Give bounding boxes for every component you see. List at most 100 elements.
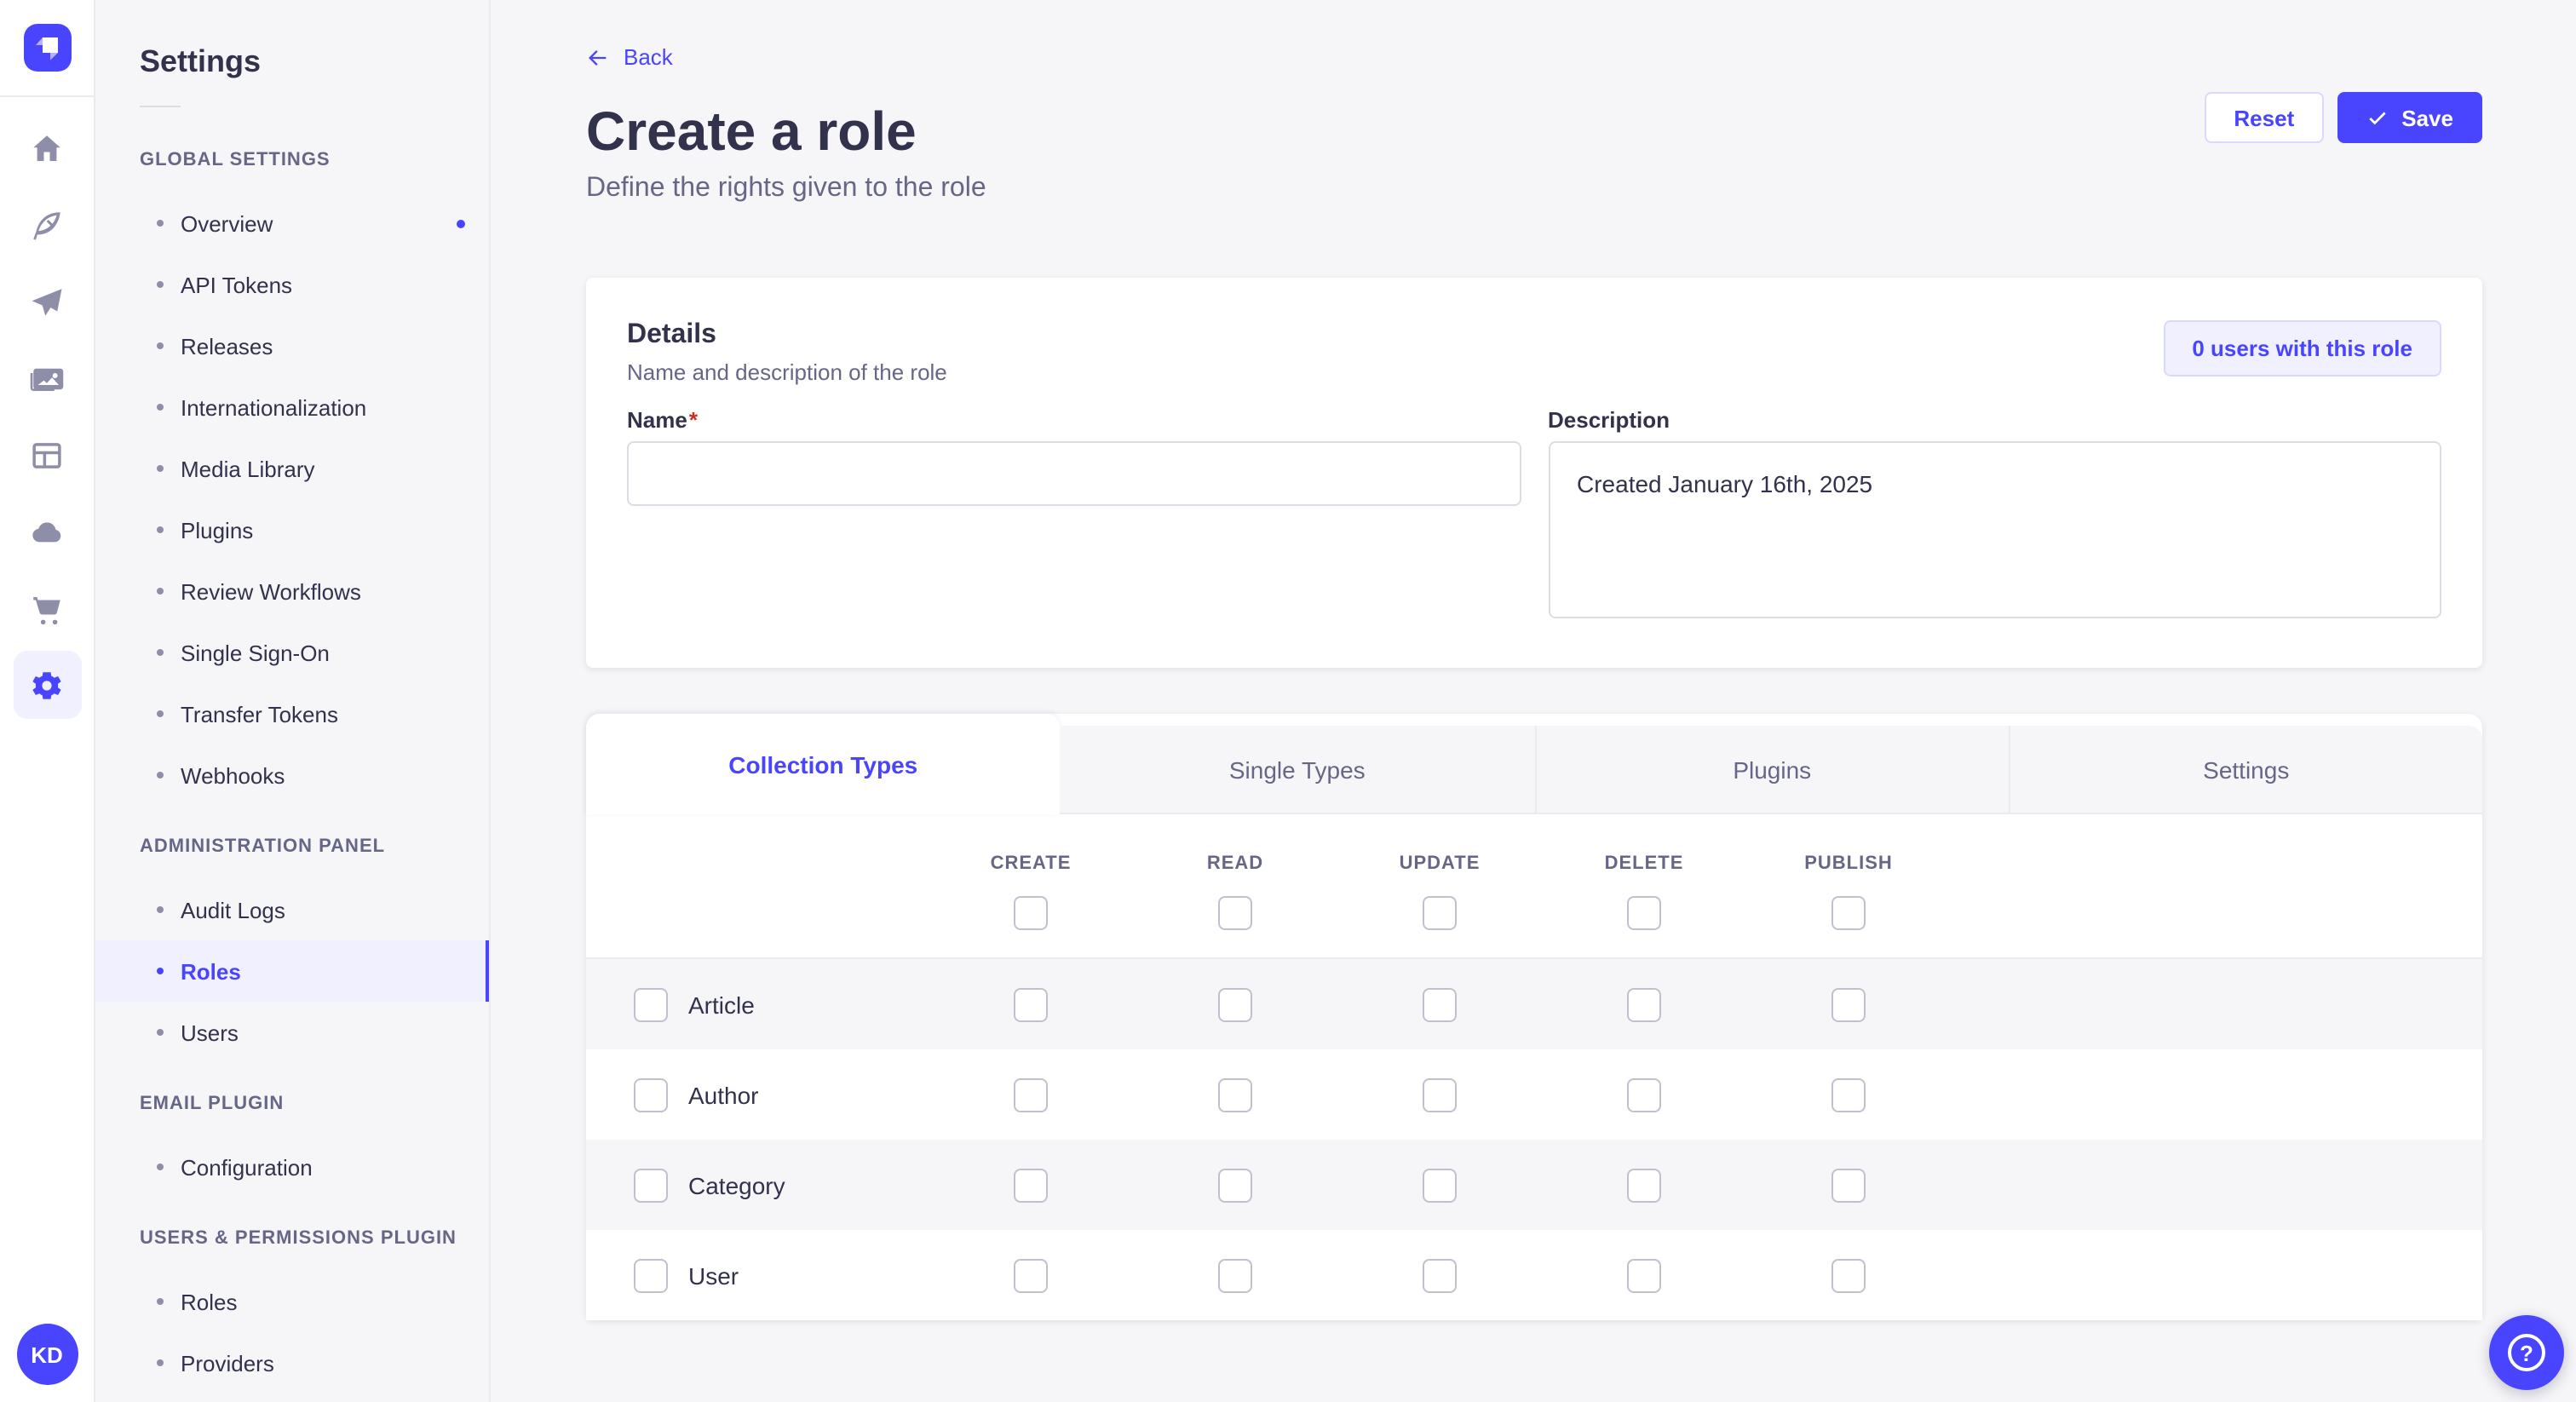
author-delete-checkbox[interactable]	[1627, 1077, 1661, 1112]
sidebar-item-single-sign-on[interactable]: Single Sign-On	[95, 622, 489, 683]
article-delete-checkbox[interactable]	[1627, 987, 1661, 1021]
sidebar-item-api-tokens[interactable]: API Tokens	[95, 254, 489, 315]
sidebar-item-roles[interactable]: Roles	[95, 940, 489, 1002]
author-read-checkbox[interactable]	[1218, 1077, 1252, 1112]
column-update: UPDATE	[1337, 852, 1542, 930]
table-row-author: Author	[586, 1049, 2482, 1140]
sidebar-item-releases[interactable]: Releases	[95, 315, 489, 376]
tab-settings[interactable]: Settings	[2008, 714, 2482, 814]
gear-icon	[32, 671, 61, 698]
permissions-table-header: CREATE READ UPDATE DELETE PUBLISH	[586, 814, 2482, 959]
bullet-icon	[157, 1359, 164, 1366]
tab-collection-types[interactable]: Collection Types	[586, 714, 1061, 814]
bullet-icon	[157, 649, 164, 656]
users-with-role-badge[interactable]: 0 users with this role	[2163, 320, 2441, 376]
row-select-checkbox[interactable]	[634, 1077, 668, 1112]
sidebar-item-users[interactable]: Users	[95, 1002, 489, 1063]
rail-item-cloud[interactable]	[13, 497, 81, 566]
tab-single-types[interactable]: Single Types	[1060, 714, 1534, 814]
article-create-checkbox[interactable]	[1014, 987, 1048, 1021]
table-row-article: Article	[586, 959, 2482, 1049]
user-read-checkbox[interactable]	[1218, 1258, 1252, 1292]
arrow-left-icon	[589, 50, 607, 66]
bullet-icon	[157, 526, 164, 533]
save-button[interactable]: Save	[2337, 92, 2482, 143]
user-create-checkbox[interactable]	[1014, 1258, 1048, 1292]
bullet-icon	[157, 772, 164, 779]
select-all-create-checkbox[interactable]	[1014, 896, 1048, 930]
category-update-checkbox[interactable]	[1423, 1168, 1457, 1202]
column-create: CREATE	[929, 852, 1133, 930]
rail-item-releases[interactable]	[13, 267, 81, 336]
sidebar-item-configuration[interactable]: Configuration	[95, 1136, 489, 1198]
select-all-delete-checkbox[interactable]	[1627, 896, 1661, 930]
author-update-checkbox[interactable]	[1423, 1077, 1457, 1112]
permissions-card: Collection Types Single Types Plugins Se…	[586, 714, 2482, 1320]
article-read-checkbox[interactable]	[1218, 987, 1252, 1021]
user-avatar[interactable]: KD	[16, 1324, 78, 1385]
sidebar-item-internationalization[interactable]: Internationalization	[95, 376, 489, 438]
page-header: Create a role Define the rights given to…	[586, 92, 2482, 208]
section-heading-global-settings: GLOBAL SETTINGS	[140, 150, 331, 170]
rail-item-media-library[interactable]	[13, 344, 81, 412]
header-actions: Reset Save	[2205, 92, 2482, 143]
section-heading-email-plugin: EMAIL PLUGIN	[140, 1094, 285, 1114]
page-title: Create a role	[586, 101, 917, 162]
article-publish-checkbox[interactable]	[1831, 987, 1866, 1021]
select-all-read-checkbox[interactable]	[1218, 896, 1252, 930]
rail-item-marketplace[interactable]	[13, 574, 81, 642]
save-label: Save	[2401, 105, 2453, 130]
rail-item-home[interactable]	[13, 114, 81, 182]
sidebar-item-media-library[interactable]: Media Library	[95, 438, 489, 499]
row-select-checkbox[interactable]	[634, 1168, 668, 1202]
sidebar-item-webhooks[interactable]: Webhooks	[95, 744, 489, 806]
name-input[interactable]	[627, 441, 1521, 506]
author-create-checkbox[interactable]	[1014, 1077, 1048, 1112]
user-delete-checkbox[interactable]	[1627, 1258, 1661, 1292]
question-mark-icon: ?	[2508, 1334, 2545, 1371]
back-link[interactable]: Back	[586, 44, 673, 72]
user-publish-checkbox[interactable]	[1831, 1258, 1866, 1292]
article-update-checkbox[interactable]	[1423, 987, 1457, 1021]
bullet-icon	[157, 968, 164, 974]
bullet-icon	[157, 1164, 164, 1170]
reset-button[interactable]: Reset	[2205, 92, 2324, 143]
section-heading-administration-panel: ADMINISTRATION PANEL	[140, 836, 386, 857]
user-update-checkbox[interactable]	[1423, 1258, 1457, 1292]
category-read-checkbox[interactable]	[1218, 1168, 1252, 1202]
category-delete-checkbox[interactable]	[1627, 1168, 1661, 1202]
sidebar-item-review-workflows[interactable]: Review Workflows	[95, 560, 489, 622]
strapi-logo[interactable]	[23, 24, 71, 72]
section-list-users-permissions-plugin: Roles Providers	[95, 1271, 489, 1393]
table-row-user: User	[586, 1230, 2482, 1320]
help-button[interactable]: ?	[2489, 1315, 2564, 1390]
sidebar-item-up-roles[interactable]: Roles	[95, 1271, 489, 1332]
row-select-checkbox[interactable]	[634, 1258, 668, 1292]
bullet-icon	[157, 404, 164, 411]
notification-dot-icon	[457, 220, 465, 228]
category-publish-checkbox[interactable]	[1831, 1168, 1866, 1202]
rail-item-content-type-builder[interactable]	[13, 421, 81, 489]
section-heading-users-permissions-plugin: USERS & PERMISSIONS PLUGIN	[140, 1228, 457, 1249]
pen-icon	[33, 211, 60, 239]
description-field-group: Description Created January 16th, 2025	[1548, 407, 2441, 627]
sidebar-title: Settings	[140, 44, 262, 78]
select-all-update-checkbox[interactable]	[1423, 896, 1457, 930]
author-publish-checkbox[interactable]	[1831, 1077, 1866, 1112]
sidebar-item-audit-logs[interactable]: Audit Logs	[95, 879, 489, 940]
required-asterisk: *	[688, 407, 698, 433]
avatar-initials: KD	[31, 1342, 63, 1367]
select-all-publish-checkbox[interactable]	[1831, 896, 1866, 930]
tab-plugins[interactable]: Plugins	[1534, 714, 2009, 814]
row-select-checkbox[interactable]	[634, 987, 668, 1021]
sidebar-item-overview[interactable]: Overview	[95, 192, 489, 254]
section-list-global-settings: Overview API Tokens Releases Internation…	[95, 192, 489, 806]
category-create-checkbox[interactable]	[1014, 1168, 1048, 1202]
sidebar-item-providers[interactable]: Providers	[95, 1332, 489, 1393]
rail-item-content-manager[interactable]	[13, 191, 81, 259]
sidebar-item-plugins[interactable]: Plugins	[95, 499, 489, 560]
sidebar-item-transfer-tokens[interactable]: Transfer Tokens	[95, 683, 489, 744]
description-input[interactable]: Created January 16th, 2025	[1548, 441, 2441, 618]
rail-item-settings[interactable]	[13, 651, 81, 719]
media-icon	[30, 367, 64, 390]
